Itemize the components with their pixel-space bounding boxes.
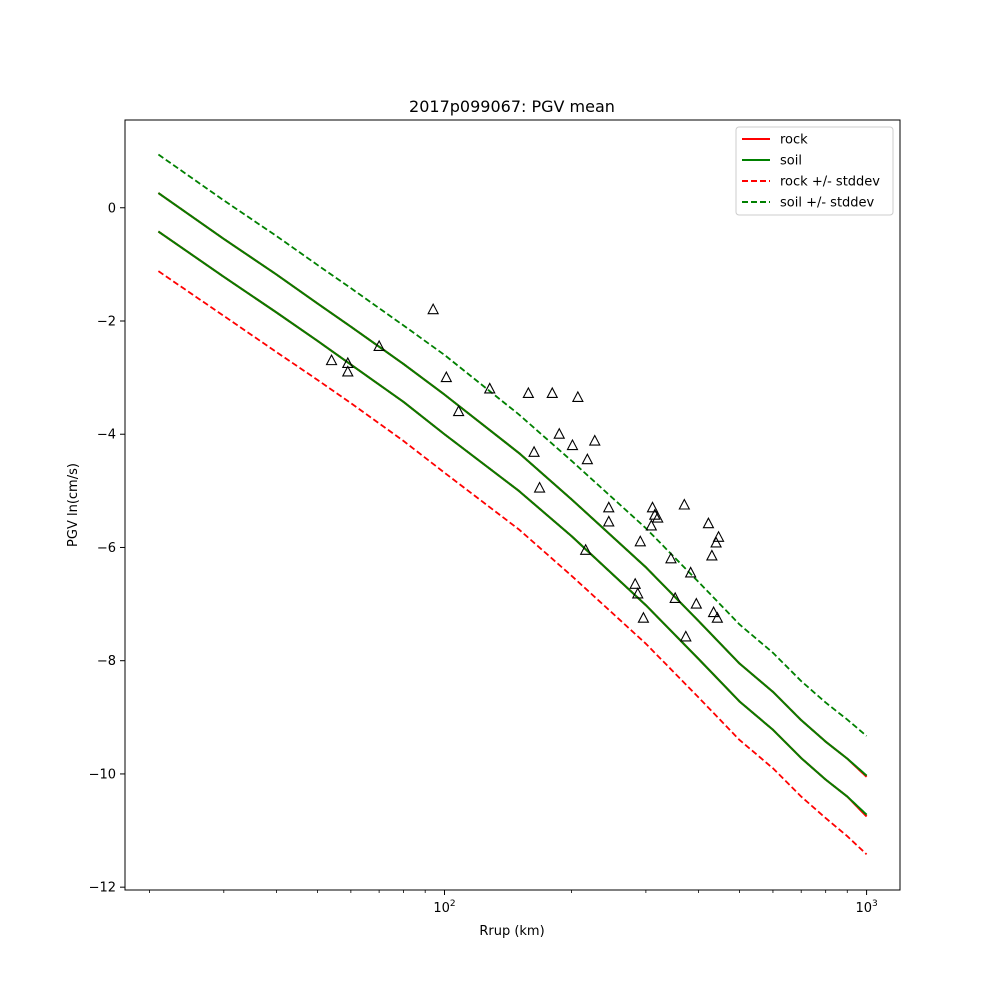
observation-point-12: [553, 427, 566, 439]
observation-point-0: [325, 353, 338, 366]
observation-point-37: [710, 536, 722, 548]
observation-point-18: [602, 501, 615, 513]
observation-point-34: [702, 517, 715, 529]
observation-point-24: [645, 519, 658, 531]
observation-point-3: [373, 339, 386, 352]
legend-box: [735, 126, 894, 216]
legend-label: soil +/- stddev: [780, 196, 875, 211]
y-tick-label: −2: [97, 314, 116, 329]
plot-frame: [124, 119, 901, 891]
observation-point-8: [522, 386, 535, 399]
x-tick-label: 103: [855, 899, 877, 916]
observation-point-6: [452, 404, 465, 417]
observation-point-4: [427, 302, 440, 315]
observation-point-5: [440, 370, 453, 383]
observation-point-9: [528, 445, 540, 457]
observation-point-10: [533, 481, 546, 493]
series-line-soil-stddev-9: [157, 153, 868, 737]
observation-point-7: [483, 382, 496, 394]
observation-point-23: [637, 611, 650, 623]
series-line-soil-stddev-8: [157, 192, 868, 777]
observation-point-11: [546, 386, 559, 399]
legend: rock soil rock +/- stddev soil +/- stddev: [735, 126, 894, 216]
y-tick-label: 0: [108, 201, 116, 216]
observation-point-2: [341, 365, 354, 377]
observation-point-30: [678, 498, 691, 510]
x-tick-label: 102: [433, 899, 455, 916]
series-layer: [157, 153, 868, 855]
observation-point-15: [579, 543, 592, 555]
x-axis-ticks: 102 103: [149, 890, 878, 916]
observation-point-33: [690, 597, 703, 609]
legend-label: rock +/- stddev: [780, 175, 880, 190]
observation-point-38: [711, 611, 724, 623]
y-tick-label: −12: [89, 881, 116, 896]
observation-point-14: [571, 390, 584, 402]
chart-title: 2017p099067: PGV mean: [409, 97, 615, 116]
legend-label: rock: [780, 133, 808, 148]
observation-point-22: [634, 535, 647, 547]
observation-point-13: [566, 438, 579, 451]
observation-point-32: [684, 566, 697, 578]
y-tick-label: −4: [97, 428, 116, 443]
y-axis-label: PGV ln(cm/s): [66, 463, 81, 547]
series-line-soil-stddev-7: [157, 230, 868, 816]
observation-point-20: [629, 577, 642, 589]
observation-point-17: [588, 434, 601, 446]
observation-point-29: [669, 591, 682, 603]
y-axis-ticks: 0 −2 −4 −6 −8 −10 −12: [89, 201, 125, 896]
y-tick-label: −6: [97, 541, 116, 556]
y-tick-label: −10: [89, 767, 116, 782]
observation-point-21: [631, 587, 644, 599]
observation-point-27: [651, 511, 664, 523]
observations-layer: [325, 302, 725, 642]
observation-point-19: [602, 515, 615, 527]
observation-point-36: [707, 605, 720, 618]
y-tick-label: −8: [97, 654, 116, 669]
observation-point-39: [712, 530, 725, 542]
observation-point-31: [679, 630, 692, 642]
observation-point-25: [646, 501, 659, 513]
observation-point-28: [665, 552, 677, 564]
observation-point-26: [648, 508, 661, 520]
x-axis-label: Rrup (km): [479, 924, 544, 939]
observation-point-35: [705, 549, 718, 561]
observation-point-16: [581, 453, 594, 465]
series-line-rock-stddev-4: [157, 270, 868, 855]
legend-label: soil: [780, 154, 802, 169]
